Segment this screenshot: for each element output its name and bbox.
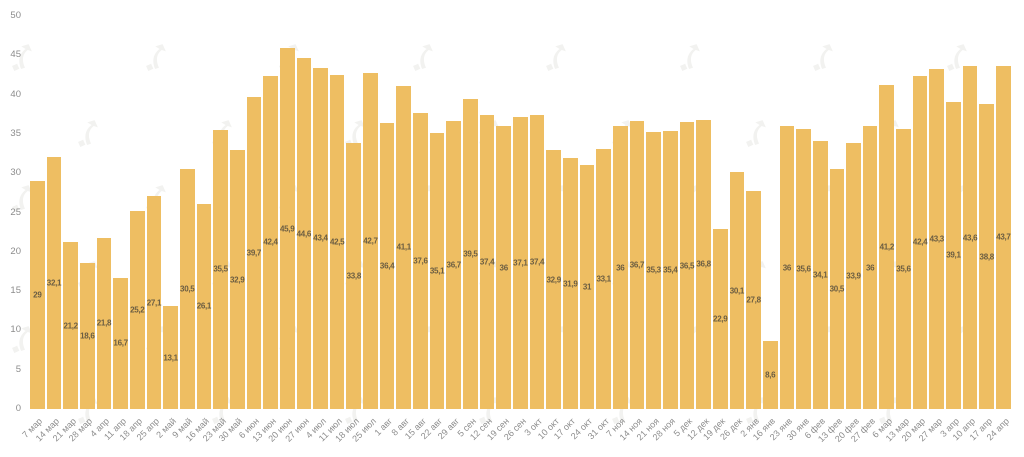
- y-tick-label: 5: [15, 363, 21, 375]
- y-tick-label: 25: [10, 206, 21, 218]
- bar-series: 29 32,1 21,2 18,6 21,8 16,7 25,2 27,1 13,1 30,5 26…: [29, 16, 1012, 409]
- y-tick-label: 30: [10, 167, 21, 179]
- y-tick-label: 15: [10, 285, 21, 297]
- y-tick-label: 35: [10, 127, 21, 139]
- y-tick-label: 45: [10, 49, 21, 61]
- y-tick-label: 20: [10, 245, 21, 257]
- y-tick-label: 0: [15, 403, 21, 414]
- y-tick-label: 50: [10, 10, 21, 21]
- y-tick-label: 40: [10, 88, 21, 100]
- y-tick-label: 10: [10, 324, 21, 336]
